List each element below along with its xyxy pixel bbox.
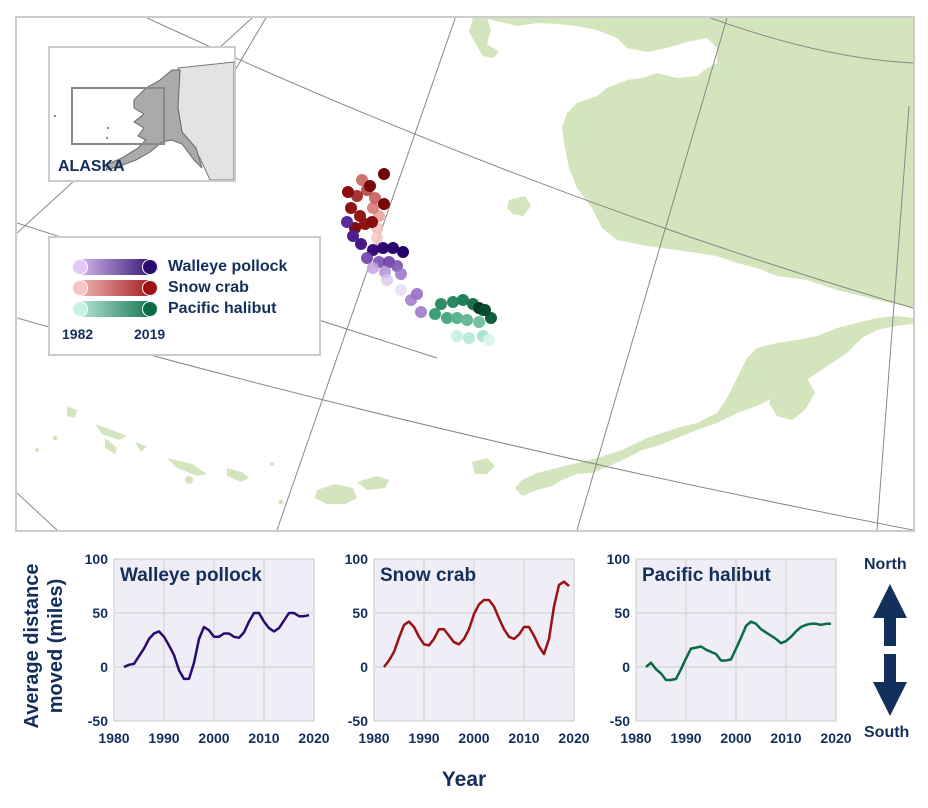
south-label: South (864, 724, 910, 741)
alaska-inset-map: ALASKA (48, 46, 236, 182)
y-tick-label: -50 (348, 713, 368, 729)
y-tick-label: -50 (88, 713, 108, 729)
walleye-pollock-points (341, 216, 427, 318)
chart-title: Pacific halibut (642, 565, 771, 586)
data-line (645, 620, 831, 682)
snow-crab-points (342, 168, 390, 244)
end-dot-icon (142, 280, 158, 296)
start-dot-icon (72, 280, 88, 296)
x-tick-label: 2000 (458, 730, 489, 746)
legend-year-start: 1982 (62, 326, 94, 342)
y-tick-label: 50 (614, 605, 630, 621)
legend-label: Pacific halibut (168, 300, 277, 317)
y-tick-label: 0 (100, 659, 108, 675)
x-tick-label: 1990 (670, 730, 701, 746)
map-panel: ALASKA Walleye pollock Snow crab Pacific… (15, 16, 915, 532)
x-tick-label: 2020 (558, 730, 589, 746)
legend-item-snow-crab: Snow crab (72, 279, 249, 297)
legend-year-end: 2019 (134, 326, 166, 342)
pacific-halibut-points (429, 294, 497, 346)
inset-label: ALASKA (58, 158, 125, 175)
y-tick-label: 100 (607, 551, 631, 567)
alaska-locator-icon (54, 61, 234, 180)
chart-title: Walleye pollock (120, 565, 262, 586)
y-tick-label: 50 (92, 605, 108, 621)
x-tick-label: 1980 (98, 730, 129, 746)
data-line (123, 611, 310, 681)
legend: Walleye pollock Snow crab Pacific halibu… (48, 236, 321, 356)
legend-label: Snow crab (168, 279, 249, 296)
north-label: North (864, 556, 907, 573)
x-tick-label: 1990 (148, 730, 179, 746)
x-axis-title: Year (441, 768, 487, 791)
snow-crab-gradient-bar (72, 280, 158, 296)
x-tick-label: 1980 (620, 730, 651, 746)
x-tick-label: 1990 (408, 730, 439, 746)
y-tick-label: 0 (622, 659, 630, 675)
walleye-gradient-bar (72, 259, 158, 275)
south-arrow-icon (873, 654, 907, 716)
x-tick-label: 2010 (508, 730, 539, 746)
x-tick-label: 2020 (820, 730, 851, 746)
x-tick-label: 2010 (770, 730, 801, 746)
x-tick-label: 1980 (358, 730, 389, 746)
legend-item-pacific-halibut: Pacific halibut (72, 300, 276, 318)
y-tick-label: -50 (610, 713, 630, 729)
legend-label: Walleye pollock (168, 258, 288, 275)
north-south-arrows-icon (873, 584, 907, 716)
start-dot-icon (72, 259, 88, 275)
x-tick-label: 2000 (198, 730, 229, 746)
x-tick-label: 2020 (298, 730, 329, 746)
chart-title: Snow crab (380, 565, 476, 586)
charts-panel: Average distance moved (miles) 100 50 0 -50 1… (0, 540, 928, 808)
y-tick-label: 100 (85, 551, 109, 567)
x-tick-label: 2010 (248, 730, 279, 746)
data-line (383, 580, 570, 668)
y-tick-label: 50 (352, 605, 368, 621)
land-masses (35, 18, 913, 505)
y-tick-label: 0 (360, 659, 368, 675)
start-dot-icon (72, 301, 88, 317)
north-arrow-icon (873, 584, 907, 646)
end-dot-icon (142, 259, 158, 275)
x-tick-label: 2000 (720, 730, 751, 746)
y-tick-label: 100 (345, 551, 369, 567)
halibut-gradient-bar (72, 301, 158, 317)
legend-item-walleye-pollock: Walleye pollock (72, 258, 287, 276)
end-dot-icon (142, 301, 158, 317)
bering-sea-map (17, 18, 913, 530)
